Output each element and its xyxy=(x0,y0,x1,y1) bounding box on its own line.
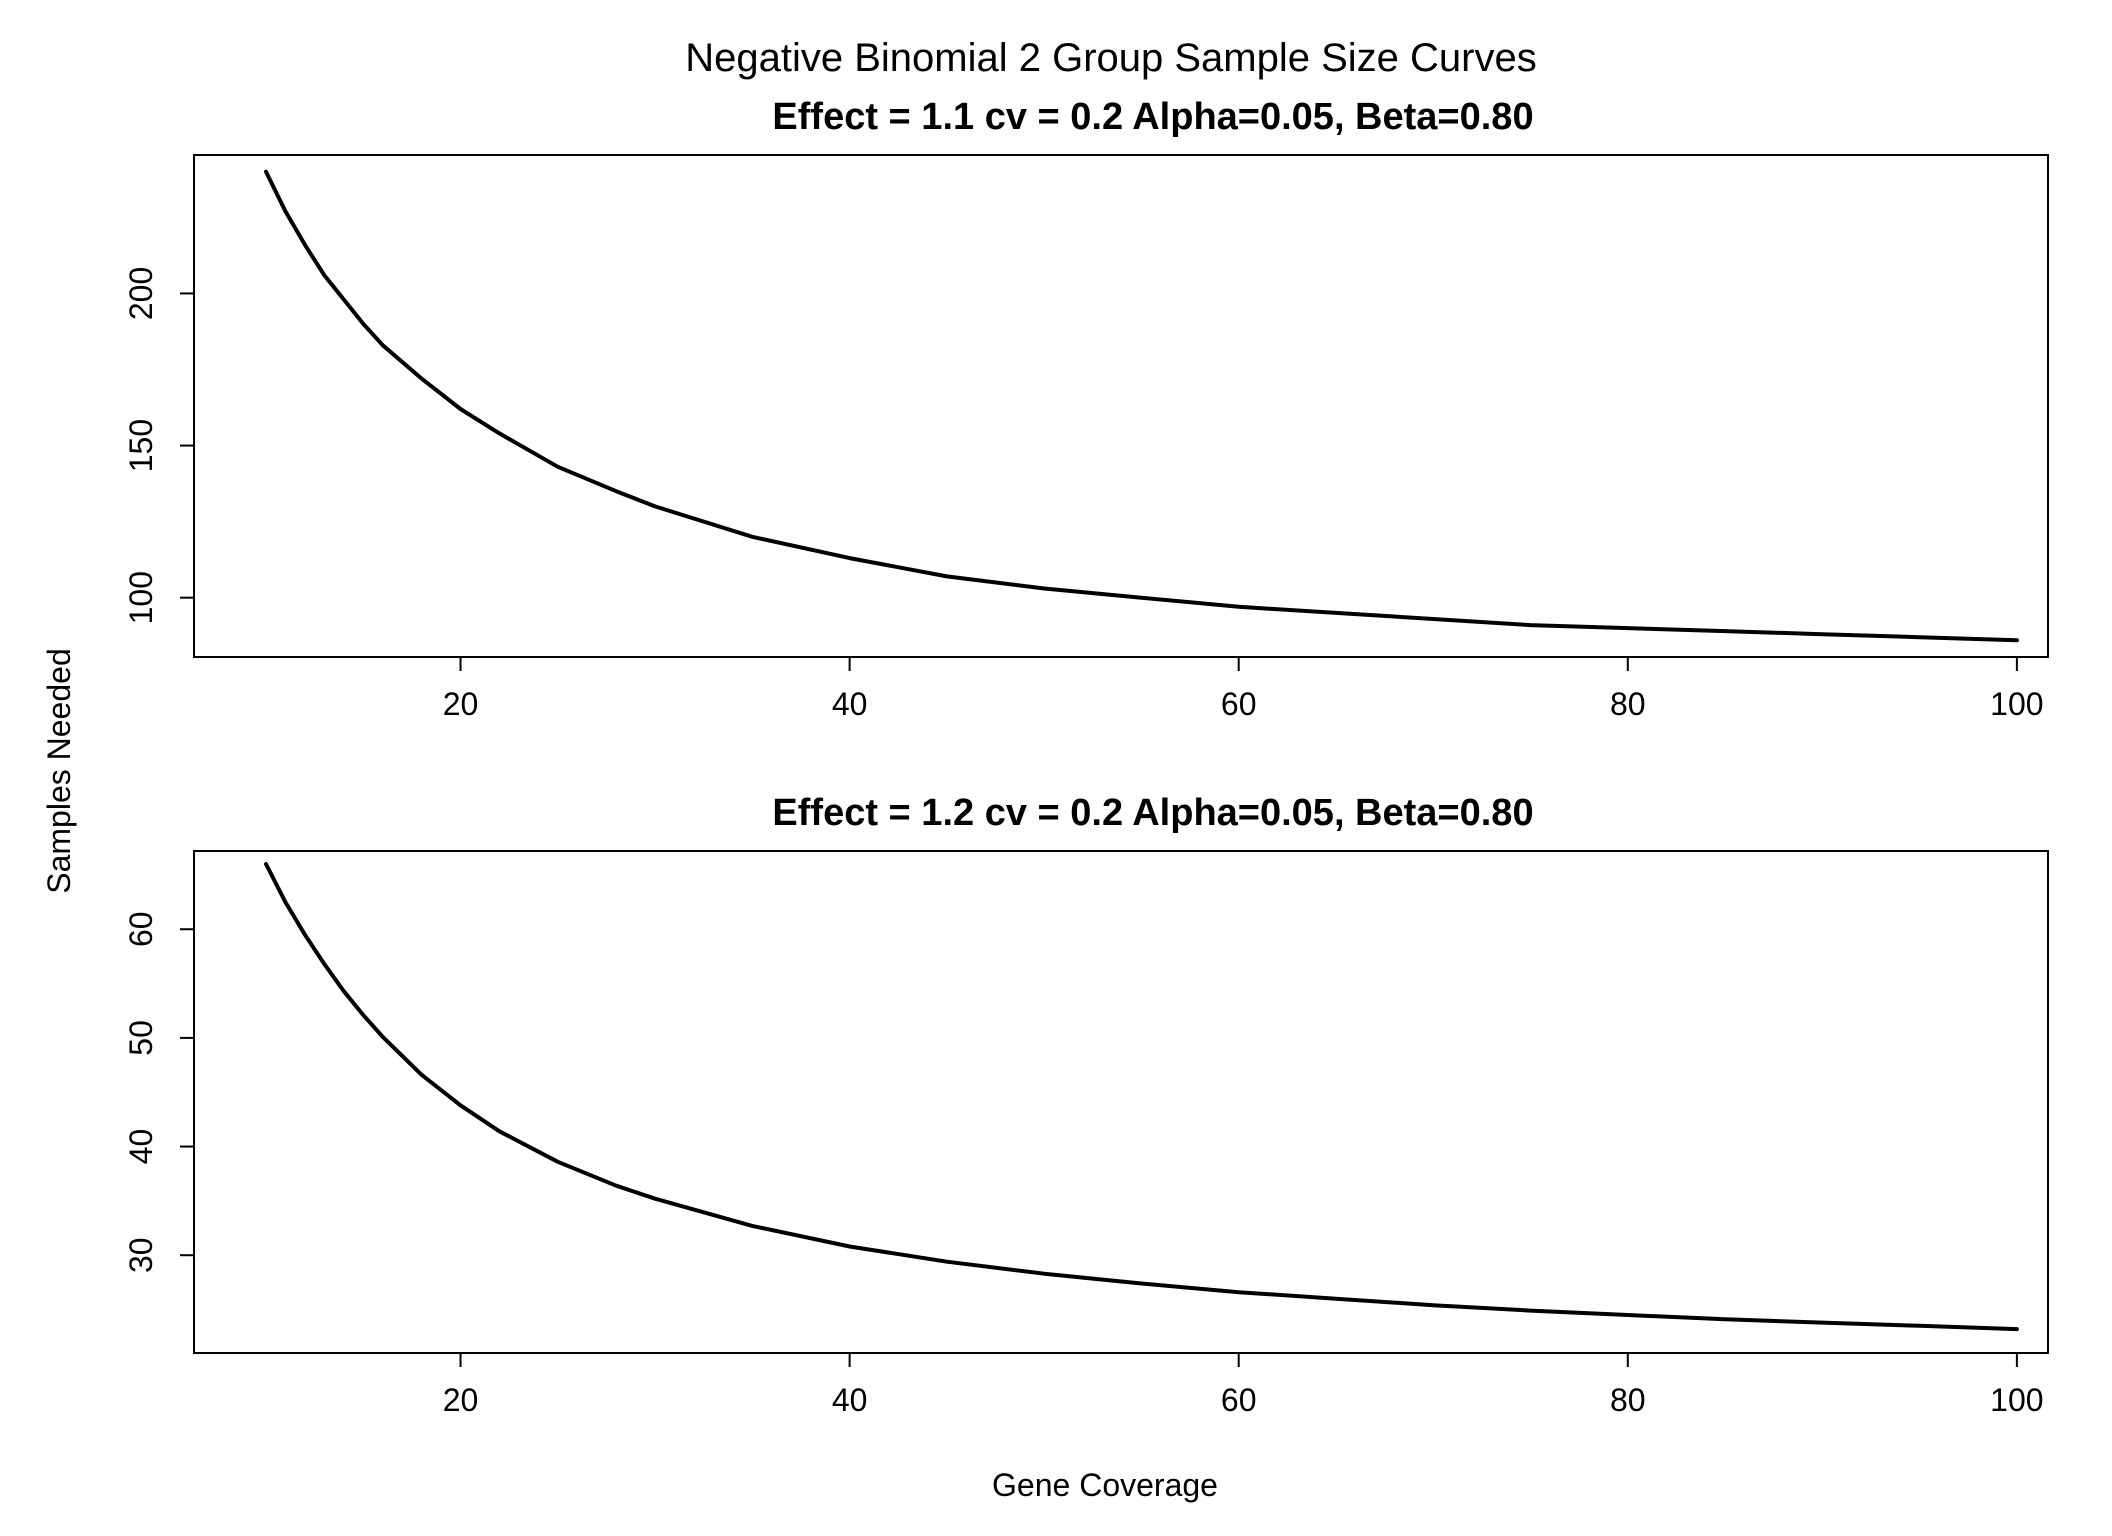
x-tick-label: 60 xyxy=(1221,1382,1257,1418)
panel-bottom: Effect = 1.2 cv = 0.2 Alpha=0.05, Beta=0… xyxy=(123,792,2049,1418)
x-tick-label: 40 xyxy=(832,686,868,722)
y-tick-label: 40 xyxy=(123,1129,159,1165)
x-tick-label: 100 xyxy=(1990,686,2043,722)
y-axis-label: Samples Needed xyxy=(41,648,77,893)
y-tick-label: 100 xyxy=(123,571,159,624)
y-tick-label: 60 xyxy=(123,911,159,947)
panel-title: Effect = 1.2 cv = 0.2 Alpha=0.05, Beta=0… xyxy=(772,792,1533,834)
x-tick-label: 80 xyxy=(1610,1382,1646,1418)
y-tick-label: 200 xyxy=(123,267,159,320)
x-axis-label: Gene Coverage xyxy=(992,1467,1218,1503)
series-line xyxy=(264,169,2019,643)
plot-frame xyxy=(193,850,2049,1354)
y-tick-label: 150 xyxy=(123,419,159,472)
x-tick-label: 40 xyxy=(832,1382,868,1418)
plot-frame xyxy=(193,154,2049,658)
y-tick-label: 50 xyxy=(123,1020,159,1056)
y-tick-label: 30 xyxy=(123,1237,159,1273)
chart-title: Negative Binomial 2 Group Sample Size Cu… xyxy=(685,36,1537,80)
x-tick-label: 100 xyxy=(1990,1382,2043,1418)
x-tick-label: 60 xyxy=(1221,686,1257,722)
panel-top: Effect = 1.1 cv = 0.2 Alpha=0.05, Beta=0… xyxy=(123,96,2049,722)
series-line xyxy=(264,862,2019,1332)
panel-title: Effect = 1.1 cv = 0.2 Alpha=0.05, Beta=0… xyxy=(772,96,1533,138)
x-tick-label: 80 xyxy=(1610,686,1646,722)
x-tick-label: 20 xyxy=(443,1382,479,1418)
x-tick-label: 20 xyxy=(443,686,479,722)
